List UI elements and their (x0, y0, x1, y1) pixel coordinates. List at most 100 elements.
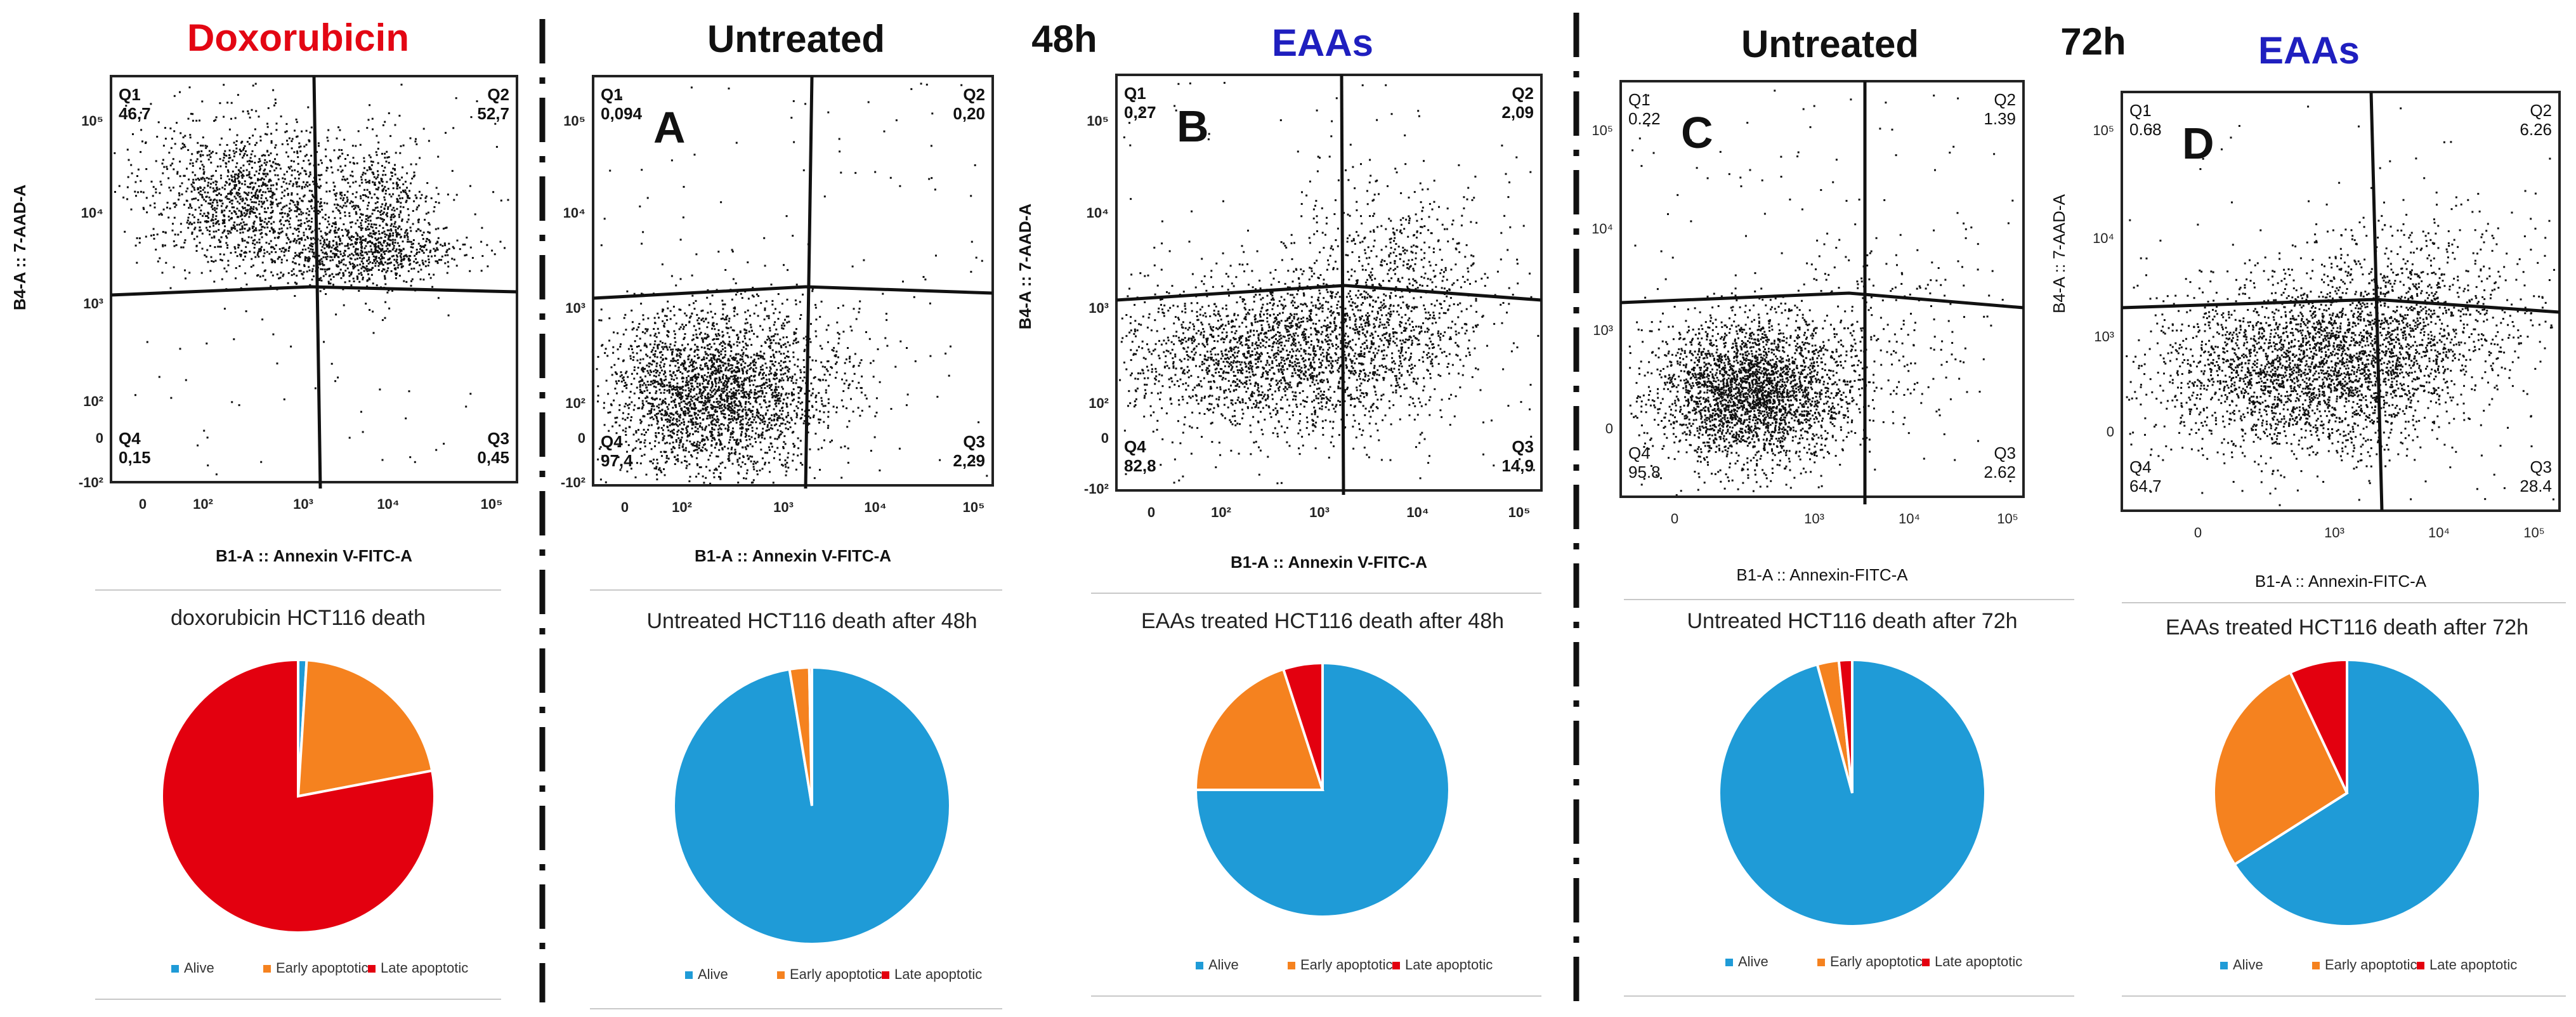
event-dot (311, 243, 314, 246)
event-dot (668, 419, 670, 421)
event-dot (438, 259, 440, 261)
event-dot (614, 417, 617, 419)
event-dot (325, 181, 328, 184)
event-dot (716, 469, 718, 471)
event-dot (145, 235, 147, 238)
event-dot (689, 475, 691, 478)
event-dot (686, 439, 688, 442)
event-dot (393, 215, 396, 218)
event-dot (761, 390, 764, 392)
event-dot (653, 370, 655, 372)
event-dot (721, 388, 723, 390)
event-dot (254, 144, 256, 147)
event-dot (690, 388, 693, 390)
event-dot (366, 270, 369, 272)
event-dot (304, 183, 307, 186)
event-dot (644, 397, 647, 400)
event-dot (364, 173, 367, 175)
event-dot (266, 226, 269, 228)
event-dot (789, 426, 792, 428)
event-dot (252, 195, 255, 197)
event-dot (278, 256, 281, 258)
event-dot (261, 185, 263, 187)
event-dot (326, 246, 329, 248)
event-dot (375, 223, 377, 226)
event-dot (657, 370, 659, 372)
event-dot (320, 277, 322, 279)
event-dot (126, 198, 129, 200)
event-dot (400, 206, 402, 208)
event-dot (259, 250, 261, 253)
event-dot (727, 362, 729, 365)
event-dot (348, 261, 351, 263)
event-dot (332, 276, 335, 278)
event-dot (667, 300, 669, 303)
event-dot (291, 169, 294, 172)
event-dot (698, 357, 700, 359)
event-dot (175, 204, 178, 206)
event-dot (331, 171, 334, 174)
event-dot (704, 365, 707, 367)
event-dot (308, 163, 311, 166)
event-dot (795, 328, 797, 331)
event-dot (258, 213, 261, 215)
event-dot (710, 414, 712, 416)
event-dot (395, 248, 398, 251)
event-dot (358, 208, 361, 211)
event-dot (730, 432, 733, 435)
event-dot (287, 143, 289, 145)
event-dot (379, 214, 382, 216)
quadrant-name-q1: Q1 (119, 85, 141, 104)
event-dot (679, 326, 682, 329)
event-dot (244, 272, 247, 275)
event-dot (784, 360, 787, 363)
event-dot (398, 225, 401, 228)
event-dot (749, 379, 751, 381)
event-dot (298, 252, 301, 254)
event-dot (168, 187, 171, 189)
event-dot (328, 223, 330, 226)
event-dot (712, 390, 715, 392)
event-dot (246, 210, 249, 213)
event-dot (729, 436, 732, 438)
event-dot (194, 174, 197, 176)
event-dot (245, 223, 248, 226)
event-dot (736, 334, 738, 336)
event-dot (814, 376, 816, 378)
event-dot (361, 251, 363, 254)
event-dot (676, 410, 678, 413)
event-dot (377, 237, 380, 240)
event-dot (396, 178, 399, 180)
event-dot (375, 256, 377, 258)
event-dot (179, 175, 181, 178)
event-dot (682, 389, 684, 391)
event-dot (605, 379, 608, 382)
event-dot (629, 397, 631, 399)
event-dot (654, 440, 657, 442)
event-dot (769, 367, 772, 370)
event-dot (445, 226, 448, 229)
event-dot (644, 445, 646, 448)
event-dot (614, 388, 617, 390)
event-dot (286, 188, 289, 190)
event-dot (385, 190, 387, 192)
event-dot (233, 206, 235, 209)
event-dot (320, 174, 323, 176)
event-dot (747, 401, 750, 404)
event-dot (356, 242, 358, 244)
event-dot (290, 345, 292, 348)
event-dot (244, 215, 246, 218)
event-dot (186, 167, 188, 170)
event-dot (368, 228, 370, 230)
event-dot (164, 244, 166, 247)
event-dot (760, 395, 762, 398)
event-dot (351, 171, 353, 173)
event-dot (390, 214, 393, 216)
event-dot (241, 140, 244, 143)
event-dot (675, 348, 677, 351)
event-dot (241, 183, 244, 185)
event-dot (733, 343, 735, 346)
event-dot (803, 350, 806, 352)
event-dot (641, 331, 644, 333)
event-dot (684, 347, 686, 350)
